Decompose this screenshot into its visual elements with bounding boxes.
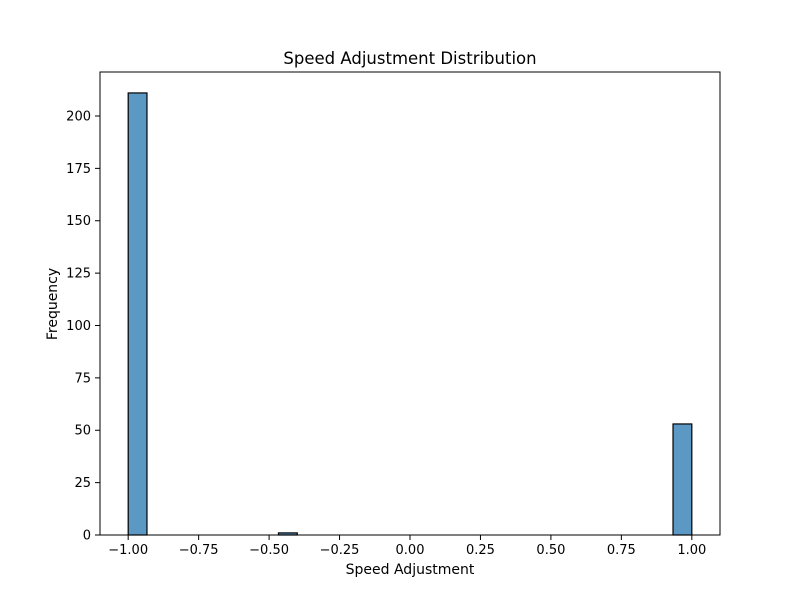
plot-frame	[99, 71, 721, 536]
y-tick-label-0: 0	[83, 529, 91, 544]
y-tick-label-7: 175	[66, 162, 91, 177]
x-tick-label-0: −1.00	[108, 543, 148, 558]
y-tick-label-4: 100	[66, 319, 91, 334]
x-tick-label-2: −0.50	[249, 543, 289, 558]
bars-layer	[127, 92, 693, 536]
x-tick-label-3: −0.25	[320, 543, 360, 558]
x-tick-label-1: −0.75	[179, 543, 219, 558]
x-tick-label-5: 0.25	[466, 543, 495, 558]
y-axis-label: Frequency	[45, 268, 61, 340]
x-tick-label-6: 0.50	[536, 543, 565, 558]
y-tick-label-1: 25	[74, 476, 91, 491]
x-axis-label: Speed Adjustment	[346, 562, 475, 578]
x-tick-label-8: 1.00	[677, 543, 706, 558]
y-tick-label-5: 125	[66, 267, 91, 282]
y-tick-label-3: 75	[74, 371, 91, 386]
x-tick-label-7: 0.75	[607, 543, 636, 558]
x-tick-label-4: 0.00	[396, 543, 425, 558]
histogram-bar-0	[127, 92, 148, 536]
chart-title: Speed Adjustment Distribution	[283, 49, 536, 68]
ticks-layer: −1.00 −0.75 −0.50 −0.25 0.00 0.25 0.50 0.75 1.00…	[66, 109, 706, 558]
histogram-bar-2	[672, 423, 693, 536]
y-tick-label-6: 150	[66, 214, 91, 229]
y-tick-label-8: 200	[66, 109, 91, 124]
y-tick-label-2: 50	[74, 424, 91, 439]
